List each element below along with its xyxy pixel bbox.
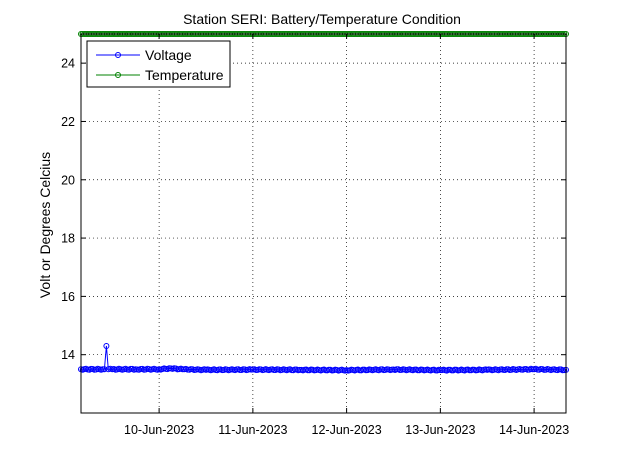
x-tick-label: 10-Jun-2023 (124, 423, 194, 437)
legend-temperature-marker (115, 72, 121, 78)
axes-box (80, 33, 567, 414)
legend-voltage-label: Voltage (145, 47, 192, 63)
chart-title: Station SERI: Battery/Temperature Condit… (183, 11, 461, 27)
y-tick-label: 16 (61, 290, 75, 304)
plot-area: 10-Jun-2023 11-Jun-2023 12-Jun-2023 13-Jun-… (61, 31, 569, 437)
x-tick-label: 11-Jun-2023 (218, 423, 287, 437)
x-tick-label: 13-Jun-2023 (405, 423, 475, 437)
y-axis-label: Volt or Degrees Celcius (37, 152, 53, 298)
x-tick-label: 12-Jun-2023 (312, 423, 382, 437)
tick-labels: 10-Jun-2023 11-Jun-2023 12-Jun-2023 13-Jun-… (61, 57, 569, 437)
legend-voltage-marker (115, 52, 121, 58)
series-line-voltage (81, 345, 567, 371)
x-tick-label: 14-Jun-2023 (499, 423, 569, 437)
series-voltage (78, 342, 569, 374)
y-tick-label: 14 (61, 348, 75, 362)
data-point (101, 366, 108, 373)
y-tick-label: 20 (61, 173, 75, 187)
y-tick-label: 24 (61, 57, 75, 71)
legend-temperature-label: Temperature (145, 67, 224, 83)
tick-marks (81, 34, 566, 413)
data-point (103, 342, 110, 349)
y-tick-label: 22 (61, 115, 75, 129)
y-tick-label: 18 (61, 232, 75, 246)
legend: Voltage Temperature (86, 40, 231, 88)
series-markers-voltage (78, 342, 569, 374)
legend-box (86, 40, 231, 88)
